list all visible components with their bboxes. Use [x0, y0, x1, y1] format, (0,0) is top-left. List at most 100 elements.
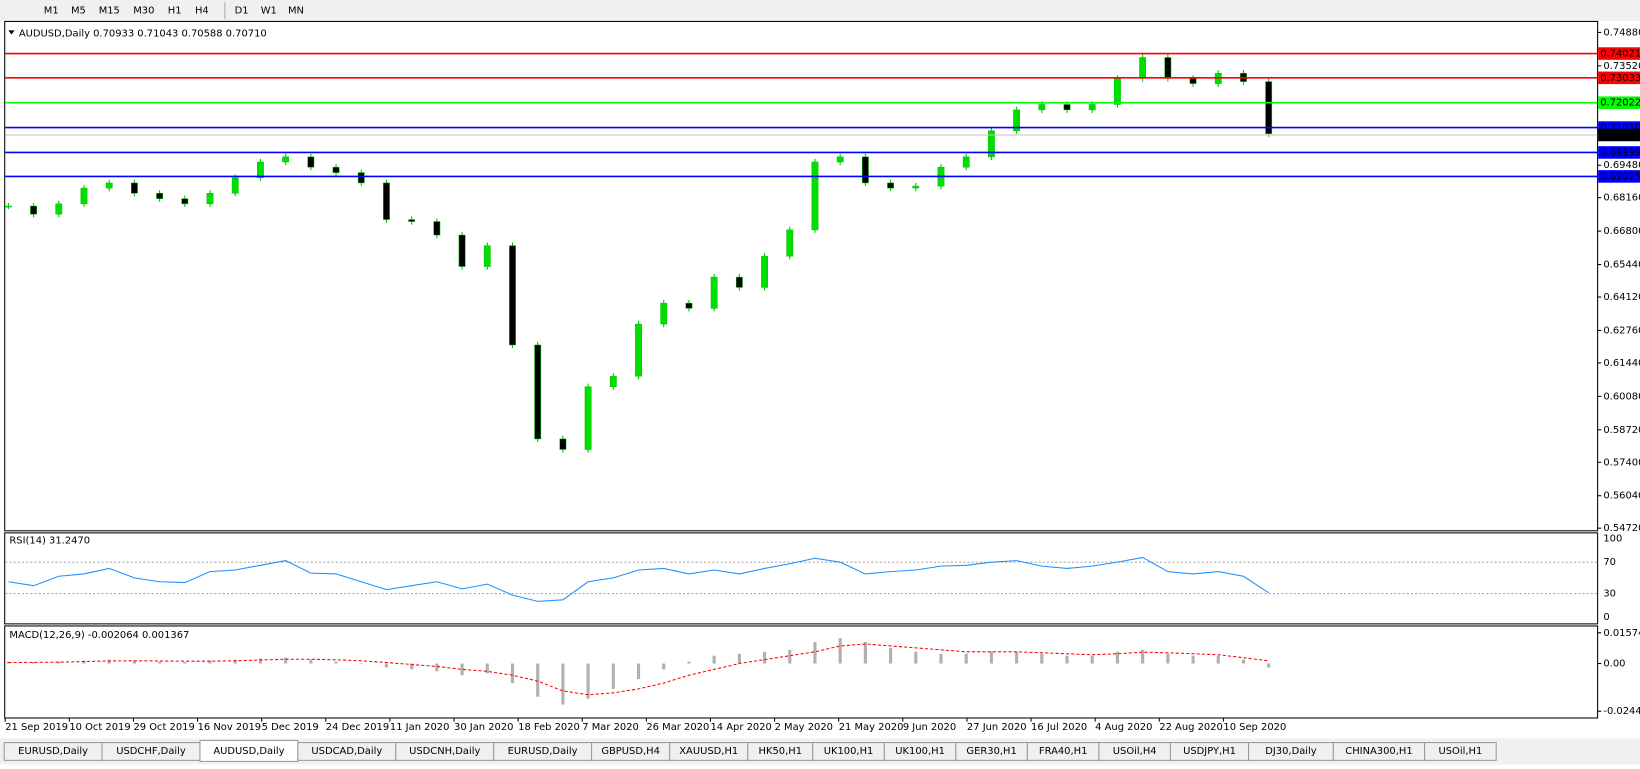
- tab-label[interactable]: USDCAD,Daily: [311, 746, 382, 757]
- tab[interactable]: [1424, 742, 1497, 761]
- candle: [635, 323, 642, 377]
- tab-label[interactable]: XAUUSD,H1: [679, 746, 738, 757]
- tab-label[interactable]: GER30,H1: [966, 746, 1016, 757]
- macd-bar: [662, 663, 666, 670]
- timeframe-button[interactable]: D1: [235, 5, 249, 16]
- tab-label[interactable]: UK100,H1: [895, 746, 945, 757]
- macd-bar: [435, 663, 439, 672]
- macd-bar: [208, 660, 212, 664]
- level-label-box: [1598, 170, 1640, 183]
- candle: [257, 161, 264, 179]
- tab-label[interactable]: CHINA300,H1: [1345, 746, 1412, 757]
- candle: [836, 156, 844, 163]
- x-tick-label: 11 Jan 2020: [390, 722, 449, 733]
- candle: [231, 177, 239, 194]
- tab-label[interactable]: USDCHF,Daily: [116, 746, 186, 757]
- candle: [584, 386, 592, 450]
- tab-label[interactable]: USDJPY,H1: [1183, 746, 1236, 757]
- candle: [433, 221, 441, 236]
- macd-bar: [132, 660, 136, 664]
- candle: [181, 198, 189, 205]
- candle: [105, 182, 113, 189]
- rsi-tick-label: 100: [1603, 534, 1622, 545]
- macd-bar: [410, 663, 414, 670]
- macd-bar: [964, 653, 968, 664]
- timeframe-button[interactable]: MN: [288, 5, 304, 16]
- level-label: 0.69999: [1600, 147, 1640, 158]
- candle: [786, 229, 794, 257]
- tab-label[interactable]: GBPUSD,H4: [601, 746, 660, 757]
- macd-bar: [284, 657, 288, 664]
- macd-bar: [107, 659, 111, 664]
- x-tick-label: 24 Dec 2019: [326, 722, 389, 733]
- macd-bar: [460, 663, 464, 676]
- macd-bar: [561, 663, 565, 705]
- tab-label[interactable]: UK100,H1: [824, 746, 874, 757]
- x-tick-label: 9 Jun 2020: [903, 722, 956, 733]
- timeframe-button[interactable]: H1: [168, 5, 182, 16]
- timeframe-button[interactable]: W1: [261, 5, 277, 16]
- rsi-panel: [4, 532, 1599, 625]
- candle: [685, 302, 693, 309]
- macd-bar: [1040, 653, 1044, 664]
- tab-label[interactable]: EURUSD,Daily: [508, 746, 578, 757]
- macd-bar: [636, 663, 641, 680]
- x-tick-label: 10 Sep 2020: [1223, 722, 1286, 733]
- candle: [761, 255, 768, 288]
- macd-bar: [1065, 655, 1069, 664]
- tab-label[interactable]: USDCNH,Daily: [409, 746, 480, 757]
- tab-label[interactable]: USOil,H1: [1438, 746, 1482, 757]
- macd-tick-label: -0.024412: [1603, 706, 1640, 717]
- candle: [1114, 78, 1121, 105]
- candle: [660, 302, 668, 325]
- tab-label[interactable]: FRA40,H1: [1039, 746, 1088, 757]
- timeframe-button[interactable]: M15: [99, 5, 120, 16]
- candle: [735, 276, 743, 288]
- macd-bar: [813, 642, 817, 664]
- candle: [408, 219, 416, 222]
- macd-bar: [762, 651, 767, 664]
- macd-bar: [863, 642, 867, 664]
- macd-bar: [510, 663, 515, 684]
- candle: [383, 182, 390, 220]
- macd-tick-label: 0.00: [1603, 659, 1625, 670]
- timeframe-button[interactable]: M1: [44, 5, 59, 16]
- macd-bar: [1191, 655, 1195, 664]
- dropdown-arrow: [8, 30, 15, 35]
- x-tick-label: 18 Feb 2020: [518, 722, 580, 733]
- candle: [1139, 57, 1147, 79]
- x-tick-label: 21 May 2020: [839, 722, 904, 733]
- candle: [509, 245, 516, 346]
- x-tick-label: 5 Dec 2019: [262, 722, 319, 733]
- symbol-info: AUDUSD,Daily 0.70933 0.71043 0.70588 0.7…: [19, 28, 267, 39]
- candle: [1013, 109, 1021, 132]
- macd-bar: [1241, 659, 1246, 664]
- tab-label[interactable]: AUDUSD,Daily: [213, 746, 284, 757]
- level-label: 0.73033: [1600, 73, 1640, 84]
- macd-bar: [57, 661, 61, 664]
- macd-bar: [536, 663, 540, 697]
- timeframe-button[interactable]: M30: [133, 5, 154, 16]
- macd-bar: [1267, 663, 1271, 668]
- timeframe-button[interactable]: M5: [71, 5, 86, 16]
- x-tick-label: 30 Jan 2020: [454, 722, 513, 733]
- toolbar: [0, 0, 1640, 21]
- x-tick-label: 16 Jul 2020: [1031, 722, 1087, 733]
- tab-label[interactable]: DJ30,Daily: [1265, 746, 1317, 757]
- x-tick-label: 21 Sep 2019: [5, 722, 68, 733]
- tab-label[interactable]: EURUSD,Daily: [18, 746, 88, 757]
- macd-bar: [1015, 651, 1019, 664]
- candle: [206, 192, 214, 205]
- macd-bar: [737, 653, 741, 664]
- timeframe-button[interactable]: H4: [195, 5, 209, 16]
- x-tick-label: 26 Mar 2020: [646, 722, 709, 733]
- tab-label[interactable]: USOil,H4: [1113, 746, 1157, 757]
- tab-label[interactable]: HK50,H1: [759, 746, 803, 757]
- macd-bar: [258, 658, 262, 664]
- candle: [988, 130, 995, 158]
